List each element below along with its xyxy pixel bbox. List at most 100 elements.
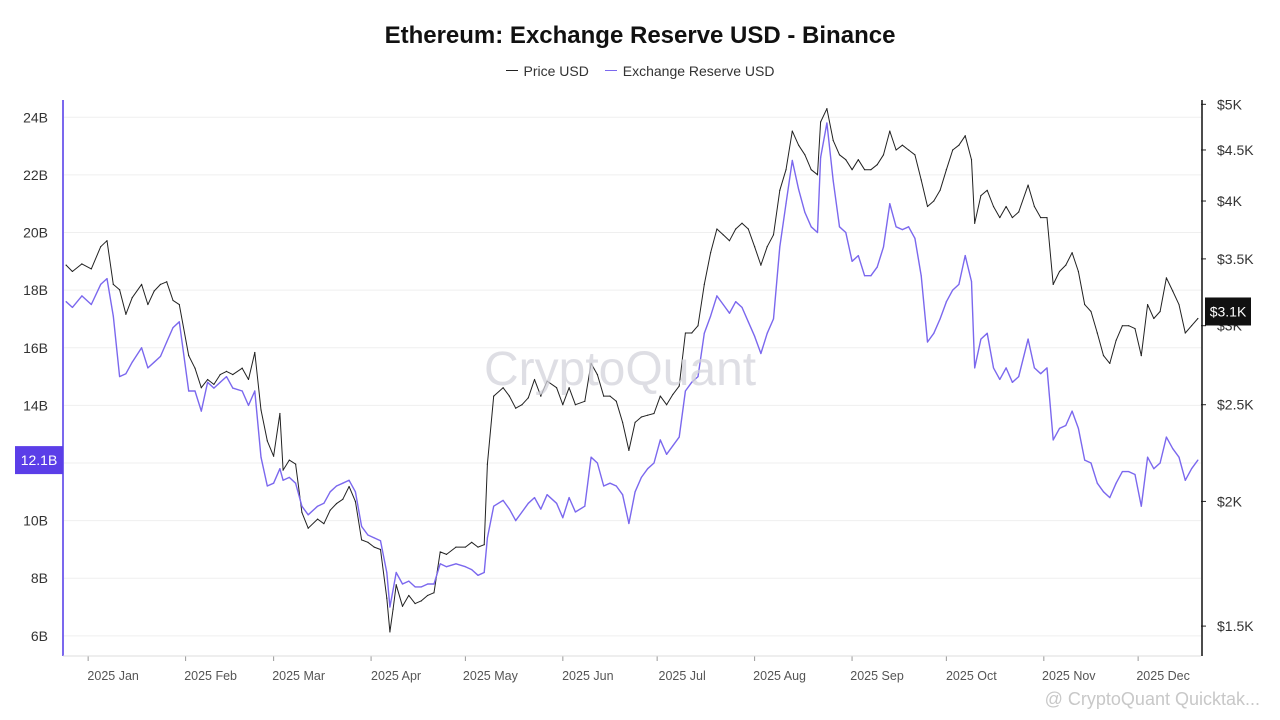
- data-point: [603, 395, 605, 397]
- data-point: [118, 289, 121, 291]
- data-point: [125, 373, 127, 375]
- data-point: [260, 409, 262, 411]
- y-right-tick-label: $4.5K: [1217, 142, 1254, 158]
- series-line[interactable]: [65, 108, 1199, 633]
- data-point: [301, 505, 303, 507]
- data-point: [926, 205, 929, 208]
- legend-label-reserve: Exchange Reserve USD: [622, 63, 775, 79]
- data-point: [697, 375, 699, 378]
- data-point: [471, 568, 473, 571]
- data-point: [1178, 456, 1180, 458]
- data-point: [785, 169, 787, 171]
- data-point: [401, 605, 404, 607]
- data-point: [153, 290, 155, 292]
- data-point: [342, 498, 344, 500]
- data-point: [562, 404, 564, 406]
- data-point: [1096, 332, 1098, 334]
- data-point: [791, 130, 793, 132]
- y-left-tick-label: 10B: [23, 513, 48, 529]
- data-point: [323, 523, 325, 525]
- data-point: [194, 390, 196, 392]
- data-point: [153, 361, 155, 363]
- data-point: [659, 395, 661, 397]
- data-point: [754, 335, 756, 337]
- legend-label-price: Price USD: [523, 63, 589, 79]
- data-point: [952, 289, 954, 291]
- data-point: [508, 508, 510, 510]
- data-point: [1005, 367, 1007, 369]
- legend-item-reserve[interactable]: Exchange Reserve USD: [604, 63, 775, 79]
- data-point: [1184, 479, 1186, 481]
- data-point: [766, 246, 768, 248]
- data-point: [590, 456, 592, 458]
- legend-item-price[interactable]: Price USD: [505, 63, 589, 79]
- data-point: [1128, 471, 1130, 473]
- data-point: [106, 240, 108, 242]
- data-point: [974, 222, 976, 224]
- data-point: [747, 228, 749, 230]
- data-point: [335, 502, 338, 505]
- data-point: [100, 283, 102, 285]
- data-point: [986, 189, 988, 191]
- data-point: [1040, 373, 1042, 375]
- data-point: [791, 159, 793, 162]
- data-point: [81, 295, 83, 297]
- series-line[interactable]: [65, 122, 1199, 608]
- data-point: [367, 534, 369, 536]
- data-point: [908, 226, 910, 228]
- y-right-tick-label: $4K: [1217, 193, 1243, 209]
- data-point: [1140, 505, 1142, 507]
- data-point: [716, 295, 718, 297]
- data-point: [178, 303, 180, 306]
- data-point: [477, 574, 479, 576]
- data-point: [1178, 303, 1180, 306]
- data-point: [970, 280, 973, 283]
- data-point: [722, 303, 724, 306]
- data-point: [568, 387, 570, 389]
- data-point: [533, 496, 536, 499]
- data-point: [615, 485, 617, 487]
- data-point: [445, 566, 448, 568]
- data-point: [288, 476, 290, 478]
- data-point: [521, 511, 523, 513]
- x-tick-label: 2025 Jul: [659, 669, 706, 683]
- data-point: [464, 546, 466, 548]
- data-point: [389, 631, 391, 633]
- data-point: [628, 449, 630, 451]
- data-point: [254, 351, 256, 354]
- data-point: [810, 226, 812, 228]
- data-point: [433, 592, 435, 594]
- data-point: [908, 149, 910, 151]
- chart-title: Ethereum: Exchange Reserve USD - Binance: [384, 22, 896, 49]
- data-point: [295, 482, 297, 484]
- data-point: [527, 502, 529, 504]
- data-point: [760, 352, 762, 355]
- data-point: [373, 537, 375, 539]
- data-point: [1121, 325, 1124, 327]
- x-tick-label: 2025 Mar: [272, 669, 325, 683]
- data-point: [816, 174, 819, 176]
- data-point: [486, 537, 488, 539]
- y-right-tick-label: $2K: [1217, 493, 1243, 509]
- data-point: [672, 393, 674, 396]
- data-point: [816, 231, 819, 234]
- data-point: [131, 361, 133, 363]
- data-point: [546, 494, 548, 496]
- data-point: [820, 157, 822, 159]
- data-point: [282, 479, 284, 481]
- data-point: [882, 246, 885, 248]
- data-point: [999, 216, 1001, 219]
- data-point: [546, 380, 548, 382]
- data-point: [188, 354, 190, 357]
- data-point: [71, 306, 74, 309]
- data-point: [386, 597, 388, 599]
- data-point: [247, 404, 250, 406]
- y-left-tick-label: 18B: [23, 282, 48, 298]
- data-point: [1146, 303, 1149, 306]
- data-point: [1018, 211, 1020, 213]
- data-point: [464, 566, 466, 568]
- data-point: [952, 149, 954, 151]
- data-point: [493, 505, 495, 507]
- x-tick-label: 2025 Jan: [87, 669, 138, 683]
